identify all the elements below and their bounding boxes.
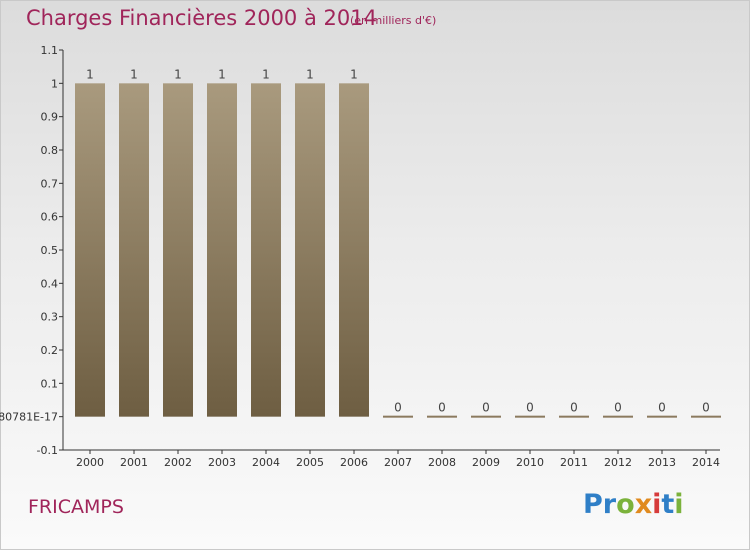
data-label: 0 [438,401,446,415]
x-tick-label: 2012 [604,456,632,469]
y-tick-label: 0.8 [41,144,59,157]
y-tick-label: 0.7 [41,177,59,190]
plot-area: -0.1 1.387778780781E-17 0.1 0.2 0.3 0.4 0.5 0.6… [0,44,721,469]
bar [251,83,281,417]
x-tick-label: 2007 [384,456,412,469]
chart-title: Charges Financières 2000 à 2014 [26,6,377,30]
x-tick-label: 2014 [692,456,720,469]
data-label: 1 [218,67,226,81]
place-name: FRICAMPS [28,496,124,518]
bar [207,83,237,417]
x-tick-label: 2004 [252,456,280,469]
y-tick-label: 0.9 [41,111,59,124]
x-tick-label: 2006 [340,456,368,469]
bar [691,415,721,418]
data-label: 0 [482,401,490,415]
bar [647,415,677,418]
x-tick-label: 2009 [472,456,500,469]
chart-subtitle: (en milliers d'€) [350,14,437,27]
logo-letter: P [583,489,603,520]
y-tick-label: -0.1 [37,444,58,457]
data-label: 0 [614,401,622,415]
logo-letter: i [674,489,684,520]
logo-letter: t [661,489,675,520]
data-label: 0 [526,401,534,415]
data-label: 1 [350,67,358,81]
bar [339,83,369,417]
x-tick-label: 2005 [296,456,324,469]
data-label: 1 [130,67,138,81]
x-tick-label: 2000 [76,456,104,469]
bar [295,83,325,417]
data-label: 0 [394,401,402,415]
bar [515,415,545,418]
bar [427,415,457,418]
y-tick-label: 0.1 [41,377,59,390]
logo-letter: i [652,489,662,520]
data-label: 0 [658,401,666,415]
x-tick-label: 2013 [648,456,676,469]
x-tick-label: 2010 [516,456,544,469]
data-label: 1 [306,67,314,81]
y-tick-label: 0.4 [41,277,59,290]
x-tick-label: 2008 [428,456,456,469]
bar [163,83,193,417]
data-label: 0 [702,401,710,415]
proxiti-logo: Proxiti [583,489,684,520]
y-tick-label: 0.3 [41,311,59,324]
logo-letter: o [616,489,635,520]
bar [383,415,413,418]
y-tick-label: 1.387778780781E-17 [0,411,58,424]
y-tick-label: 0.6 [41,211,59,224]
data-label: 1 [86,67,94,81]
y-tick-label: 0.2 [41,344,59,357]
logo-letter: r [602,489,617,520]
y-tick-label: 1.1 [41,44,59,57]
bar [603,415,633,418]
data-label: 0 [570,401,578,415]
bar [559,415,589,418]
x-tick-label: 2003 [208,456,236,469]
y-tick-label: 0.5 [41,244,59,257]
bar [471,415,501,418]
x-tick-label: 2011 [560,456,588,469]
data-label: 1 [174,67,182,81]
x-tick-label: 2002 [164,456,192,469]
bar [75,83,105,417]
x-tick-label: 2001 [120,456,148,469]
bar [119,83,149,417]
logo-letter: x [634,489,653,520]
y-tick-label: 1 [51,77,58,90]
data-label: 1 [262,67,270,81]
